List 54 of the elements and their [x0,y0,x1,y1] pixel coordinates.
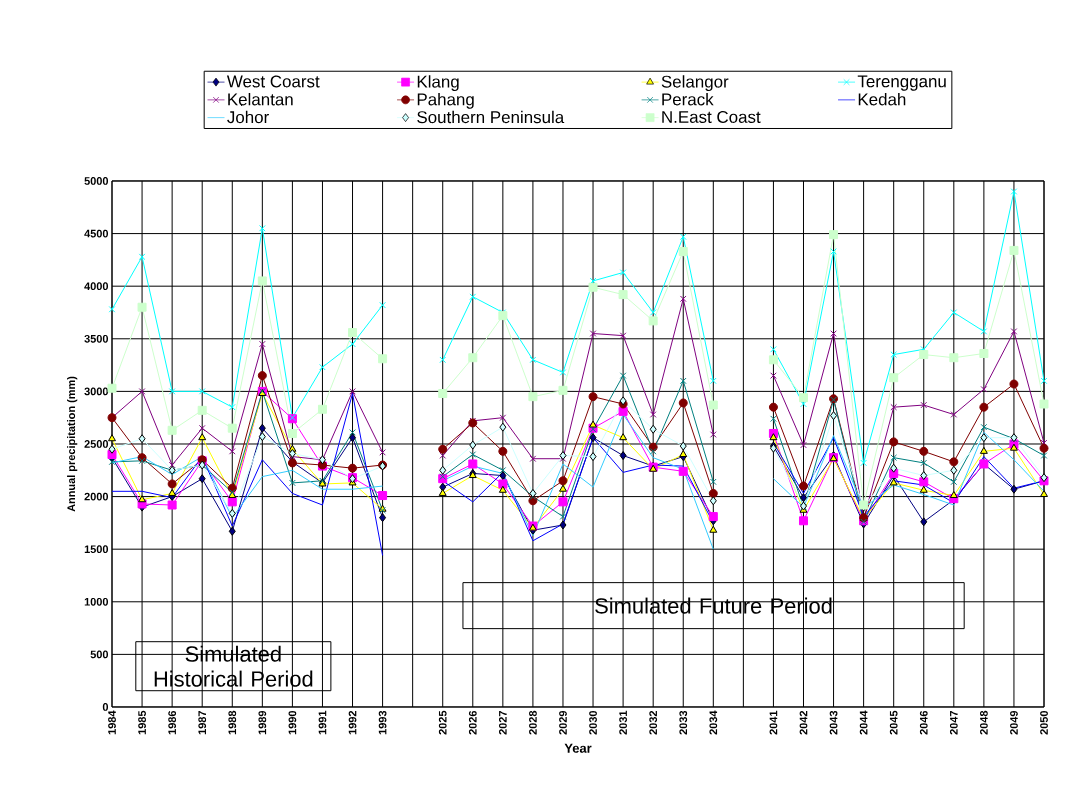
x-tick-label: 1988 [228,710,237,735]
y-tick-label: 2000 [84,492,109,501]
x-tick-label: 2032 [649,710,658,735]
x-tick-label: 2048 [980,710,988,735]
x-tick-label: 1991 [318,710,327,735]
legend-label: Klang [417,75,459,92]
x-tick-label: 2047 [949,710,958,735]
x-axis-title: Year [564,743,592,753]
x-tick-label: 2026 [468,710,477,735]
legend-label: N.East Coast [662,110,761,123]
x-tick-label: 1992 [348,710,357,735]
x-tick-label: 2042 [799,710,808,735]
y-tick-label: 4500 [84,229,109,238]
x-tick-label: 2041 [769,710,778,735]
x-tick-label: 2031 [619,710,627,735]
x-tick-label: 2025 [438,710,447,735]
legend-label: Johor [227,110,269,124]
legend-label: Selangor [661,75,729,92]
x-tick-label: 2033 [679,710,688,735]
x-tick-label: 1985 [138,710,146,735]
legend-label: Southern Peninsula [417,110,565,124]
y-tick-label: 5000 [84,177,109,185]
y-axis-title: Annual precipitation (mm) [67,376,78,512]
legend-label: Pahang [417,92,474,109]
y-tick-label: 3000 [84,387,109,396]
x-tick-label: 2028 [529,710,537,735]
x-tick-label: 2046 [919,710,928,735]
x-tick-label: 2027 [498,710,507,735]
x-tick-label: 1987 [198,710,207,735]
legend-label: Terengganu [857,75,946,91]
y-tick-label: 4000 [84,282,109,291]
y-tick-label: 2500 [84,440,109,448]
x-tick-label: 2029 [559,710,567,735]
x-tick-label: 1989 [258,710,267,735]
x-tick-label: 2034 [709,710,718,735]
legend-label: Perack [662,92,714,106]
x-tick-label: 2049 [1010,710,1018,735]
legend-label: Kelantan [228,92,293,106]
x-tick-label: 2044 [859,710,868,735]
y-tick-label: 1000 [84,597,109,606]
x-tick-label: 1984 [108,710,116,735]
x-tick-label: 1993 [378,710,387,735]
x-tick-label: 1990 [288,710,297,735]
x-tick-label: 2043 [829,710,838,735]
x-tick-label: 2030 [589,710,597,735]
legend-label: Kedah [858,92,906,106]
y-tick-label: 500 [90,650,109,659]
x-tick-label: 1986 [168,710,177,735]
y-tick-label: 0 [102,703,109,711]
x-tick-label: 2045 [889,710,898,735]
y-tick-label: 1500 [84,545,109,554]
x-tick-label: 2050 [1040,710,1048,735]
y-tick-label: 3500 [84,334,109,343]
legend-label: West Coarst [226,75,320,88]
